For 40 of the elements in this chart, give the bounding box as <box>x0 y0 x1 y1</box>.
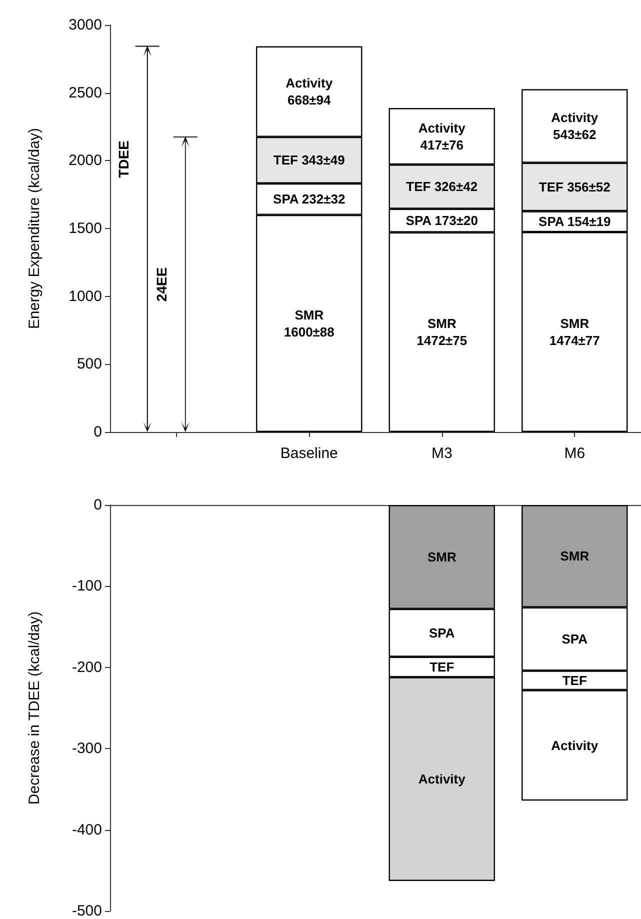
series-label: SMR <box>560 548 590 564</box>
data-label: SMR 1600±88 <box>284 307 334 340</box>
y-tick-label: 2500 <box>68 84 102 102</box>
annotation: TDEE <box>115 140 132 178</box>
text: SPA <box>562 631 588 646</box>
y-tick-label: 1500 <box>68 220 102 237</box>
data-label: SMR 1472±75 <box>416 316 468 348</box>
y-tick-label: -300 <box>72 740 102 758</box>
data-label: SPA 173±20 <box>406 213 478 228</box>
data-label: TEF 356±52 <box>538 179 610 194</box>
x-tick-label: M3 <box>431 445 452 462</box>
x-tick-label: M6 <box>564 445 586 462</box>
text: TEF <box>430 659 454 674</box>
y-tick-label: -500 <box>72 902 102 919</box>
y-tick-label: -400 <box>72 821 102 838</box>
data-label: Activity 543±62 <box>551 110 599 142</box>
y-tick-label: -200 <box>72 658 102 676</box>
data-label: SMR 1474±77 <box>549 316 600 348</box>
y-axis-title: Decrease in TDEE (kcal/day) <box>26 611 43 805</box>
y-tick-label: 1000 <box>68 288 102 305</box>
x-tick-label: Baseline <box>280 445 338 462</box>
series-label: SPA <box>428 625 456 640</box>
data-label: TEF 343±49 <box>273 152 345 168</box>
y-tick-label: -100 <box>72 578 102 595</box>
y-tick-label: 0 <box>94 496 102 514</box>
series-label: Activity <box>418 772 466 787</box>
y-tick-label: 500 <box>76 356 102 373</box>
data-label: SPA 154±19 <box>538 214 611 230</box>
text: Activity <box>551 738 598 753</box>
y-axis-title: Energy Expenditure (kcal/day) <box>26 128 43 329</box>
data-label: TEF 326±42 <box>406 179 478 194</box>
y-tick-label: 2000 <box>68 152 102 170</box>
y-tick-label: 3000 <box>68 16 102 34</box>
series-label: TEF <box>562 672 587 688</box>
annotation: 24EE <box>153 267 170 302</box>
data-label: Activity 417±76 <box>418 120 466 152</box>
data-label: Activity 668±94 <box>286 76 334 108</box>
data-label: SPA 232±32 <box>273 192 346 207</box>
text: SMR <box>427 549 456 564</box>
y-tick-label: 0 <box>94 424 102 440</box>
